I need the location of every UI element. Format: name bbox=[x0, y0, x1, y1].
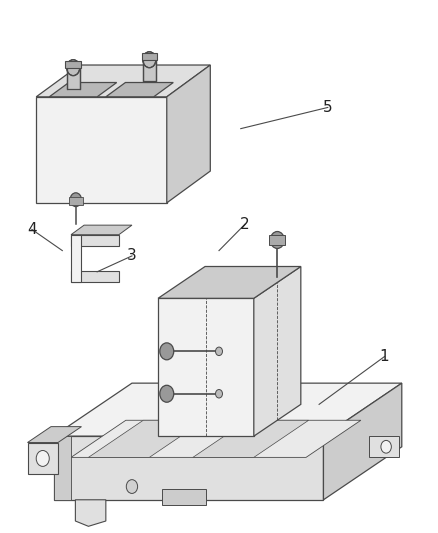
Polygon shape bbox=[53, 383, 402, 436]
Circle shape bbox=[67, 60, 80, 76]
Circle shape bbox=[70, 193, 81, 207]
Text: 2: 2 bbox=[240, 216, 250, 231]
Polygon shape bbox=[49, 83, 117, 97]
Text: 3: 3 bbox=[127, 248, 137, 263]
Polygon shape bbox=[71, 235, 81, 282]
Polygon shape bbox=[323, 383, 402, 500]
Polygon shape bbox=[143, 60, 156, 81]
Polygon shape bbox=[71, 235, 119, 246]
Polygon shape bbox=[141, 53, 157, 60]
Polygon shape bbox=[158, 298, 254, 436]
Polygon shape bbox=[75, 500, 106, 526]
Circle shape bbox=[143, 52, 156, 68]
Circle shape bbox=[36, 450, 49, 466]
Circle shape bbox=[215, 390, 223, 398]
Polygon shape bbox=[254, 266, 301, 436]
Circle shape bbox=[381, 440, 391, 453]
Polygon shape bbox=[69, 197, 83, 205]
Text: 1: 1 bbox=[380, 349, 389, 364]
Circle shape bbox=[270, 231, 284, 248]
Text: 5: 5 bbox=[323, 100, 332, 115]
Polygon shape bbox=[269, 235, 285, 245]
Polygon shape bbox=[53, 436, 71, 500]
Polygon shape bbox=[71, 225, 132, 235]
Polygon shape bbox=[158, 266, 301, 298]
Polygon shape bbox=[65, 61, 81, 68]
Polygon shape bbox=[36, 65, 210, 97]
Polygon shape bbox=[36, 97, 167, 203]
Polygon shape bbox=[369, 436, 399, 457]
Polygon shape bbox=[167, 65, 210, 203]
Polygon shape bbox=[28, 442, 58, 474]
Polygon shape bbox=[162, 489, 206, 505]
Circle shape bbox=[215, 347, 223, 356]
Polygon shape bbox=[71, 420, 361, 457]
Polygon shape bbox=[106, 83, 173, 97]
Polygon shape bbox=[28, 426, 81, 442]
Polygon shape bbox=[88, 420, 204, 457]
Circle shape bbox=[160, 385, 174, 402]
Polygon shape bbox=[71, 271, 119, 282]
Polygon shape bbox=[67, 68, 80, 89]
Circle shape bbox=[126, 480, 138, 494]
Text: 4: 4 bbox=[27, 222, 37, 237]
Polygon shape bbox=[193, 420, 309, 457]
Polygon shape bbox=[53, 436, 323, 500]
Circle shape bbox=[160, 343, 174, 360]
